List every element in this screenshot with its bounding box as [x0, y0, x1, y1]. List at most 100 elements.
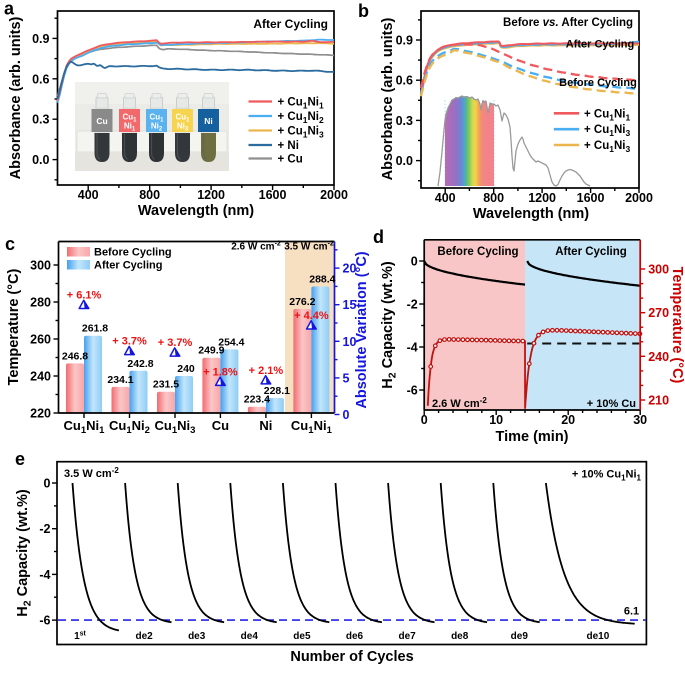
svg-text:Temperature (°C): Temperature (°C)	[6, 268, 22, 385]
svg-text:+ Ni: + Ni	[278, 140, 299, 152]
svg-text:de7: de7	[398, 631, 416, 642]
svg-text:2000: 2000	[320, 188, 348, 202]
svg-text:0: 0	[411, 255, 418, 269]
svg-text:2.6 W cm-2: 2.6 W cm-2	[231, 241, 281, 253]
svg-text:1st: 1st	[74, 631, 86, 643]
svg-text:+ Cu: + Cu	[278, 154, 303, 166]
svg-text:2.6 W cm-2: 2.6 W cm-2	[432, 396, 487, 410]
svg-text:261.8: 261.8	[82, 323, 108, 335]
svg-text:10: 10	[489, 413, 503, 427]
svg-text:+ 4.4%: + 4.4%	[294, 310, 329, 322]
svg-text:400: 400	[78, 188, 99, 202]
svg-text:1200: 1200	[528, 191, 556, 205]
svg-text:0.6: 0.6	[32, 72, 49, 86]
svg-text:+ 6.1%: + 6.1%	[67, 290, 102, 302]
svg-text:a: a	[4, 0, 15, 19]
svg-text:276.2: 276.2	[289, 296, 315, 308]
svg-text:0.9: 0.9	[396, 34, 413, 48]
svg-text:Cu1: Cu1	[175, 113, 190, 124]
svg-text:300: 300	[648, 263, 669, 277]
svg-text:Absorbance (arb. units): Absorbance (arb. units)	[8, 16, 24, 179]
svg-text:234.1: 234.1	[107, 374, 133, 386]
svg-text:de9: de9	[511, 631, 529, 642]
svg-text:280: 280	[30, 296, 51, 310]
svg-text:Cu1Ni1: Cu1Ni1	[291, 418, 333, 436]
svg-text:-4: -4	[39, 568, 50, 582]
svg-text:+ Cu1Ni1: + Cu1Ni1	[278, 97, 324, 111]
svg-text:270: 270	[648, 306, 669, 320]
svg-text:Before Cycling: Before Cycling	[437, 246, 518, 258]
svg-text:de4: de4	[241, 631, 259, 642]
svg-text:+ Cu1Ni1: + Cu1Ni1	[584, 108, 630, 122]
svg-text:288.4: 288.4	[309, 273, 335, 285]
svg-text:After Cycling: After Cycling	[566, 39, 634, 51]
svg-text:2000: 2000	[625, 191, 653, 205]
svg-text:1600: 1600	[259, 188, 287, 202]
svg-text:10: 10	[343, 335, 357, 349]
svg-text:+ Cu1Ni3: + Cu1Ni3	[278, 126, 324, 140]
svg-text:0: 0	[44, 477, 51, 491]
svg-text:Before Cycling: Before Cycling	[559, 77, 637, 89]
svg-text:H2 Capacity (wt.%): H2 Capacity (wt.%)	[15, 489, 34, 617]
svg-text:Cu: Cu	[212, 418, 229, 433]
svg-text:+ 3.7%: + 3.7%	[158, 337, 193, 349]
svg-text:240: 240	[648, 350, 669, 364]
svg-text:After Cycling: After Cycling	[555, 246, 627, 258]
svg-text:Temperature (°C): Temperature (°C)	[669, 267, 685, 384]
svg-text:+ 10% Cu: + 10% Cu	[587, 398, 636, 410]
svg-text:Absorbance (arb. units): Absorbance (arb. units)	[380, 17, 396, 180]
svg-text:5: 5	[343, 371, 350, 385]
svg-text:Before vs. After Cycling: Before vs. After Cycling	[503, 17, 633, 29]
svg-text:Ni3: Ni3	[177, 122, 189, 133]
svg-text:400: 400	[435, 191, 456, 205]
svg-text:+ 10% Cu1Ni1: + 10% Cu1Ni1	[572, 469, 642, 483]
svg-text:246.8: 246.8	[62, 350, 88, 362]
svg-text:249.9: 249.9	[198, 345, 224, 357]
svg-text:Wavelength (nm): Wavelength (nm)	[473, 206, 589, 222]
svg-text:+ Cu1Ni3: + Cu1Ni3	[584, 140, 630, 154]
svg-text:Ni: Ni	[259, 418, 272, 433]
svg-text:15: 15	[343, 298, 357, 312]
svg-text:b: b	[358, 1, 369, 21]
svg-text:0: 0	[343, 408, 350, 422]
svg-text:c: c	[5, 234, 15, 254]
svg-text:3.5 W cm-2: 3.5 W cm-2	[284, 241, 334, 253]
svg-text:Cu1: Cu1	[122, 113, 137, 124]
svg-text:0.0: 0.0	[32, 153, 49, 167]
svg-text:Wavelength (nm): Wavelength (nm)	[138, 203, 254, 219]
svg-text:0: 0	[421, 413, 428, 427]
svg-text:Cu1Ni3: Cu1Ni3	[155, 418, 196, 436]
svg-text:Before Cycling: Before Cycling	[94, 247, 172, 259]
svg-text:240: 240	[177, 363, 195, 375]
svg-text:Cu: Cu	[96, 116, 107, 126]
svg-text:Cu1Ni2: Cu1Ni2	[109, 418, 150, 436]
svg-text:800: 800	[139, 188, 160, 202]
svg-text:de10: de10	[587, 631, 610, 642]
svg-text:Absolute Variation (°C): Absolute Variation (°C)	[354, 251, 370, 408]
svg-text:254.4: 254.4	[218, 336, 244, 348]
svg-text:0.3: 0.3	[396, 114, 413, 128]
svg-text:-6: -6	[39, 614, 50, 628]
svg-text:-2: -2	[39, 522, 50, 536]
svg-text:d: d	[373, 227, 384, 247]
svg-text:+ 2.1%: + 2.1%	[249, 365, 284, 377]
svg-text:300: 300	[30, 259, 51, 273]
svg-text:20: 20	[561, 413, 575, 427]
svg-text:+ 1.8%: + 1.8%	[203, 366, 238, 378]
svg-text:+ Cu1Ni2: + Cu1Ni2	[278, 111, 324, 125]
svg-text:800: 800	[483, 191, 504, 205]
svg-text:e: e	[15, 449, 25, 469]
svg-text:0.6: 0.6	[396, 74, 413, 88]
svg-text:After Cycling: After Cycling	[94, 260, 162, 272]
svg-text:0.9: 0.9	[32, 32, 49, 46]
svg-text:de2: de2	[135, 631, 153, 642]
svg-text:de3: de3	[188, 631, 206, 642]
svg-text:0.3: 0.3	[32, 113, 49, 127]
svg-text:Number of Cycles: Number of Cycles	[290, 649, 413, 665]
svg-text:-2: -2	[407, 298, 418, 312]
svg-text:3.5 W cm-2: 3.5 W cm-2	[64, 466, 119, 480]
svg-text:-4: -4	[407, 341, 418, 355]
svg-text:220: 220	[30, 407, 51, 421]
svg-text:223.4: 223.4	[244, 394, 270, 406]
svg-text:242.8: 242.8	[127, 358, 153, 370]
